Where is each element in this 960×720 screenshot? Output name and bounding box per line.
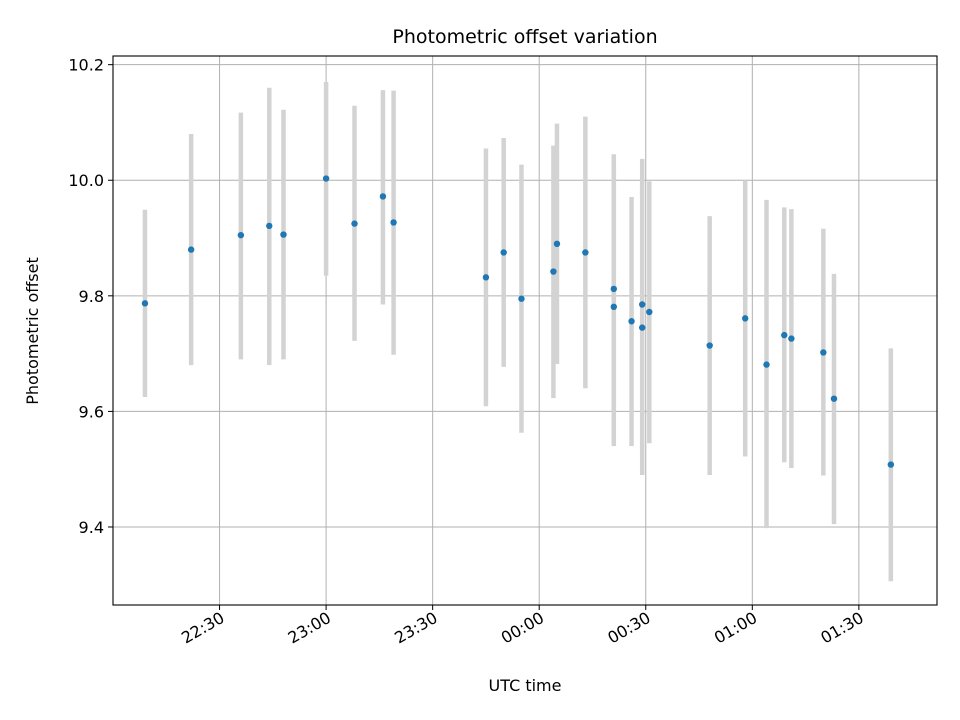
x-tick-label: 23:30	[391, 608, 440, 648]
data-point	[742, 315, 749, 322]
data-point	[379, 193, 387, 200]
x-axis-ticks: 22:30 23:00 23:30 00:00 00:30 01:00 01:30	[178, 605, 867, 648]
y-tick-label: 9.4	[79, 518, 104, 537]
x-tick-label: 23:00	[285, 608, 334, 648]
data-point	[500, 249, 507, 256]
y-tick-label: 9.6	[79, 402, 104, 421]
data-point	[141, 300, 149, 307]
data-point	[820, 349, 827, 356]
x-tick-label: 01:00	[711, 608, 760, 648]
y-axis-label: Photometric offset	[23, 257, 42, 405]
x-tick-label: 00:30	[604, 608, 653, 648]
data-point	[482, 274, 490, 281]
data-point	[390, 219, 397, 226]
x-tick-label: 01:30	[817, 608, 866, 648]
data-point	[280, 231, 287, 238]
y-tick-label: 10.2	[68, 56, 104, 75]
y-axis-ticks: 9.4 9.6 9.8 10.0 10.2	[68, 56, 113, 537]
data-point	[518, 295, 525, 302]
data-point	[351, 220, 358, 227]
data-point	[830, 395, 838, 402]
data-point	[639, 301, 646, 308]
data-point	[646, 308, 653, 316]
y-tick-label: 9.8	[79, 287, 104, 306]
grid	[113, 56, 937, 605]
data-point	[628, 318, 635, 325]
data-point	[610, 285, 617, 293]
data-points	[141, 175, 895, 468]
data-point	[322, 175, 330, 182]
plot-frame	[112, 55, 938, 606]
error-bars	[142, 82, 894, 582]
data-point	[553, 240, 561, 248]
x-axis-label: UTC time	[489, 676, 562, 695]
data-point	[639, 324, 646, 331]
data-point	[237, 231, 245, 239]
data-point	[266, 222, 273, 230]
chart-title: Photometric offset variation	[392, 26, 657, 48]
data-point	[706, 342, 713, 349]
x-tick-label: 22:30	[178, 608, 227, 648]
data-point	[781, 331, 788, 339]
data-point	[550, 268, 557, 275]
data-point	[582, 249, 589, 256]
data-point	[887, 461, 895, 468]
data-point	[610, 303, 617, 311]
data-point	[187, 246, 195, 253]
y-tick-label: 10.0	[68, 171, 104, 190]
data-point	[788, 335, 795, 342]
data-point	[763, 361, 770, 368]
x-tick-label: 00:00	[498, 608, 547, 648]
